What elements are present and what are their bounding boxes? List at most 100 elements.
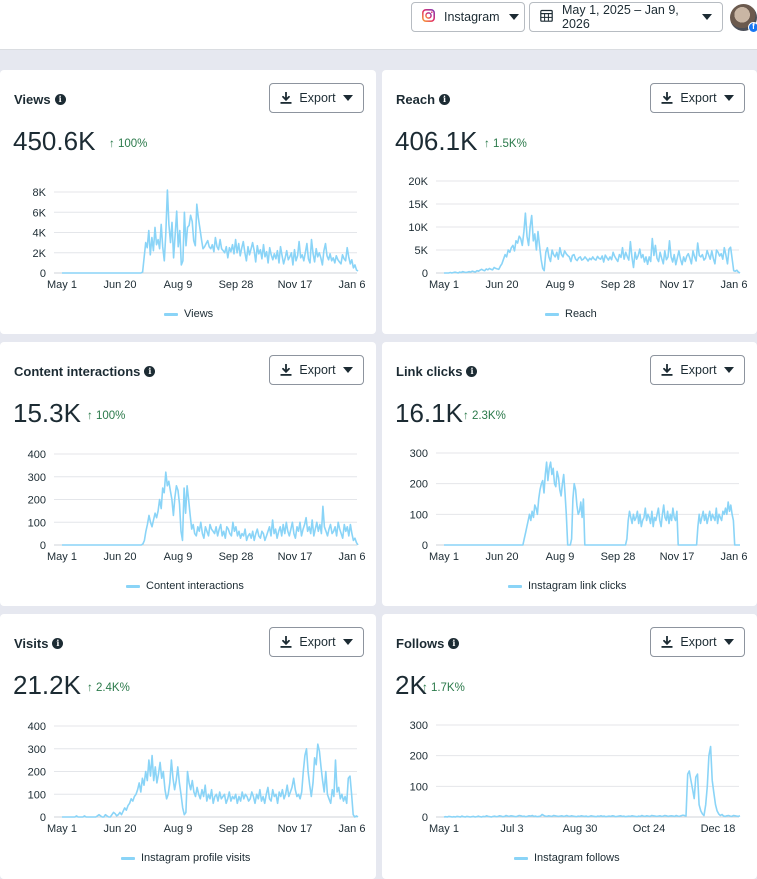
legend-label: Content interactions [146, 580, 244, 592]
chart-legend: Views [164, 308, 213, 320]
export-button[interactable]: Export [269, 627, 364, 657]
legend-label: Reach [565, 308, 597, 320]
chart-legend: Instagram follows [514, 852, 620, 864]
card-title: Link clicks i [396, 364, 478, 379]
chevron-down-icon [723, 367, 734, 373]
metric-delta: ↑ 100% [87, 410, 126, 422]
card-title: Visits i [14, 636, 64, 651]
x-tick-label: May 1 [47, 551, 77, 563]
chevron-down-icon [508, 14, 519, 20]
legend-swatch [514, 856, 528, 860]
date-range-selector[interactable]: May 1, 2025 – Jan 9, 2026 [529, 2, 723, 32]
series-line [443, 745, 741, 818]
metric-delta: ↑ 1.7K% [422, 682, 465, 694]
y-tick-label: 20K [408, 176, 428, 188]
x-tick-label: Sep 28 [601, 551, 636, 563]
metric-total: 15.3K [13, 398, 81, 428]
legend-label: Instagram profile visits [141, 852, 251, 864]
card-title-text: Follows [396, 636, 445, 651]
line-chart: 0 2K 4K 6K 8K May 1 Jun 20 Aug 9 Sep 28 Nov 17 Jan… [33, 187, 366, 291]
x-tick-label: Nov 17 [278, 279, 313, 291]
x-tick-label: Jun 20 [103, 551, 136, 563]
card-title: Content interactions i [14, 364, 156, 379]
y-tick-label: 400 [28, 721, 46, 733]
x-tick-label: Jan 6 [721, 551, 748, 563]
x-tick-label: Sep 28 [219, 551, 254, 563]
legend-label: Views [184, 308, 214, 320]
info-icon[interactable]: i [439, 94, 451, 105]
export-button[interactable]: Export [650, 355, 745, 385]
export-button[interactable]: Export [269, 355, 364, 385]
x-tick-label: Nov 17 [278, 823, 313, 835]
export-button[interactable]: Export [650, 83, 745, 113]
info-icon[interactable]: i [448, 638, 460, 649]
y-tick-label: 10K [408, 222, 428, 234]
line-chart: 0 100 200 300 400 May 1 Jun 20 Aug 9 Sep 28 Nov 1… [28, 721, 366, 835]
y-tick-label: 6K [33, 207, 47, 219]
export-button[interactable]: Export [269, 83, 364, 113]
avatar[interactable]: f [730, 4, 757, 33]
info-icon[interactable]: i [144, 366, 156, 377]
metric-delta: ↑ 2.4K% [87, 682, 130, 694]
x-tick-label: May 1 [429, 279, 459, 291]
y-tick-label: 300 [410, 448, 428, 460]
legend-swatch [126, 584, 140, 588]
platform-selector[interactable]: Instagram [411, 2, 525, 32]
y-tick-label: 100 [410, 509, 428, 521]
x-tick-label: Jun 20 [485, 551, 518, 563]
info-icon[interactable]: i [466, 366, 478, 377]
x-tick-label: Jul 3 [500, 823, 523, 835]
y-tick-label: 0 [422, 812, 428, 824]
chevron-down-icon [342, 639, 353, 645]
y-tick-label: 15K [408, 199, 428, 211]
x-tick-label: Nov 17 [660, 279, 695, 291]
export-label: Export [680, 91, 717, 105]
info-icon[interactable]: i [52, 638, 64, 649]
card-title-text: Visits [14, 636, 49, 651]
chart-legend: Instagram profile visits [121, 852, 250, 864]
y-tick-label: 0 [422, 268, 428, 280]
info-icon[interactable]: i [54, 94, 66, 105]
platform-label: Instagram [444, 10, 500, 24]
x-tick-label: Aug 9 [546, 279, 575, 291]
card-title-text: Content interactions [14, 364, 141, 379]
card-title: Views i [14, 92, 66, 107]
legend-swatch [508, 584, 522, 588]
export-button[interactable]: Export [650, 627, 745, 657]
chevron-down-icon [723, 95, 734, 101]
card-title: Follows i [396, 636, 460, 651]
x-tick-label: Jun 20 [103, 279, 136, 291]
x-tick-label: Jan 6 [339, 823, 366, 835]
x-tick-label: Sep 28 [601, 279, 636, 291]
legend-swatch [121, 856, 135, 860]
y-tick-label: 300 [28, 744, 46, 756]
series-line [62, 471, 359, 546]
y-tick-label: 100 [410, 781, 428, 793]
x-tick-label: May 1 [429, 823, 459, 835]
visits-card: 0 100 200 300 400 May 1 Jun 20 Aug 9 Sep 28 Nov 1… [0, 614, 376, 879]
y-tick-label: 0 [40, 268, 46, 280]
line-chart: 0 100 200 300 May 1 Jun 20 Aug 9 Sep 28 Nov 17 Ja… [410, 448, 748, 563]
x-tick-label: Dec 18 [701, 823, 736, 835]
metric-delta: ↑ 2.3K% [463, 410, 506, 422]
y-tick-label: 2K [33, 248, 47, 260]
x-tick-label: Nov 17 [278, 551, 313, 563]
chart-legend: Content interactions [126, 580, 244, 592]
card-title: Reach i [396, 92, 451, 107]
y-tick-label: 200 [410, 751, 428, 763]
series-line [62, 189, 359, 274]
x-tick-label: Jan 6 [339, 551, 366, 563]
y-tick-label: 200 [28, 767, 46, 779]
line-chart: 0 100 200 300 400 May 1 Jun 20 Aug 9 Sep 28 Nov 1… [28, 449, 366, 563]
chevron-down-icon [702, 14, 712, 20]
metric-total: 21.2K [13, 670, 81, 700]
y-tick-label: 0 [40, 812, 46, 824]
metric-delta: ↑ 1.5K% [484, 138, 527, 150]
top-bar: Instagram May 1, 2025 – Jan 9, 2026 f [0, 0, 757, 50]
chart-legend: Instagram link clicks [508, 580, 626, 592]
x-tick-label: May 1 [47, 279, 77, 291]
x-tick-label: Jun 20 [485, 279, 518, 291]
x-tick-label: Aug 30 [563, 823, 598, 835]
y-tick-label: 5K [415, 245, 429, 257]
x-tick-label: Sep 28 [219, 823, 254, 835]
